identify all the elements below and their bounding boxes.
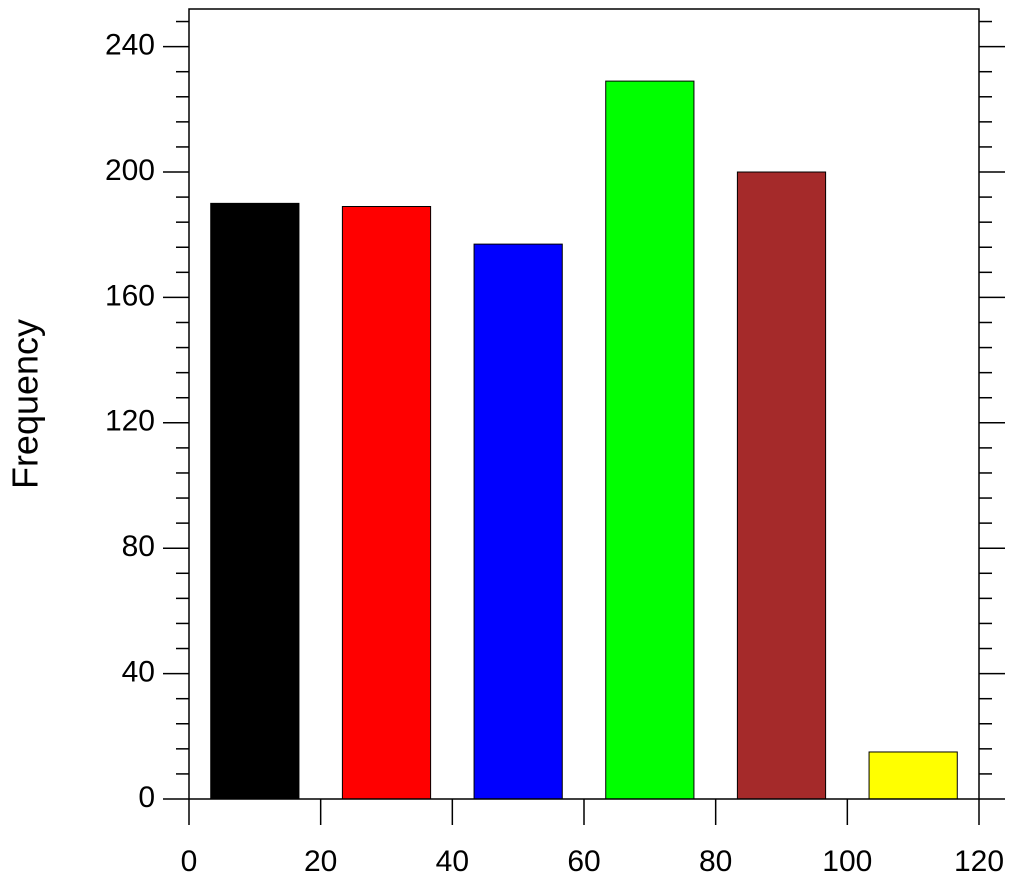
bar <box>605 80 695 800</box>
y-tick-label: 0 <box>138 781 155 814</box>
bar <box>473 243 563 800</box>
x-tick-label: 20 <box>304 845 337 878</box>
x-tick-label: 0 <box>181 845 198 878</box>
y-tick-label: 40 <box>122 656 155 689</box>
y-tick-label: 240 <box>105 29 155 62</box>
bar <box>736 171 827 800</box>
bar <box>341 206 432 800</box>
y-tick-label: 80 <box>122 530 155 563</box>
y-tick-label: 120 <box>105 405 155 438</box>
x-tick-label: 100 <box>822 845 872 878</box>
x-tick-label: 120 <box>954 845 1004 878</box>
x-tick-label: 40 <box>436 845 469 878</box>
bar <box>210 202 300 800</box>
x-tick-label: 60 <box>567 845 600 878</box>
y-axis-label: Frequency <box>5 319 46 489</box>
y-tick-label: 200 <box>105 154 155 187</box>
plot-frame <box>188 8 980 800</box>
bar <box>868 751 958 800</box>
x-tick-label: 80 <box>699 845 732 878</box>
y-tick-label: 160 <box>105 279 155 312</box>
